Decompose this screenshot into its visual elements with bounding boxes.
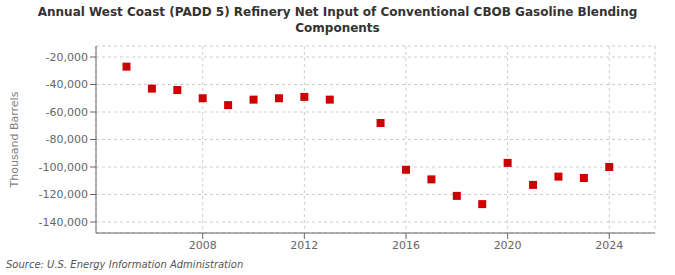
svg-text:2008: 2008 [189,239,217,252]
svg-text:-40,000: -40,000 [46,78,88,91]
svg-text:-80,000: -80,000 [46,133,88,146]
svg-text:-20,000: -20,000 [46,51,88,64]
svg-text:-140,000: -140,000 [39,216,88,229]
svg-text:2020: 2020 [494,239,522,252]
svg-text:2024: 2024 [595,239,623,252]
svg-text:2012: 2012 [290,239,318,252]
svg-text:-100,000: -100,000 [39,161,88,174]
svg-text:-120,000: -120,000 [39,188,88,201]
svg-text:2016: 2016 [392,239,420,252]
html-text:Annual West Coast (PADD 5) Ref: Annual West Coast (PADD 5) Refinery Net … [37,5,638,35]
html-text:Source: U.S. Energy Informatio: Source: U.S. Energy Information Administ… [6,259,244,270]
svg-text:Thousand Barrels: Thousand Barrels [8,91,21,188]
svg-text:-60,000: -60,000 [46,106,88,119]
